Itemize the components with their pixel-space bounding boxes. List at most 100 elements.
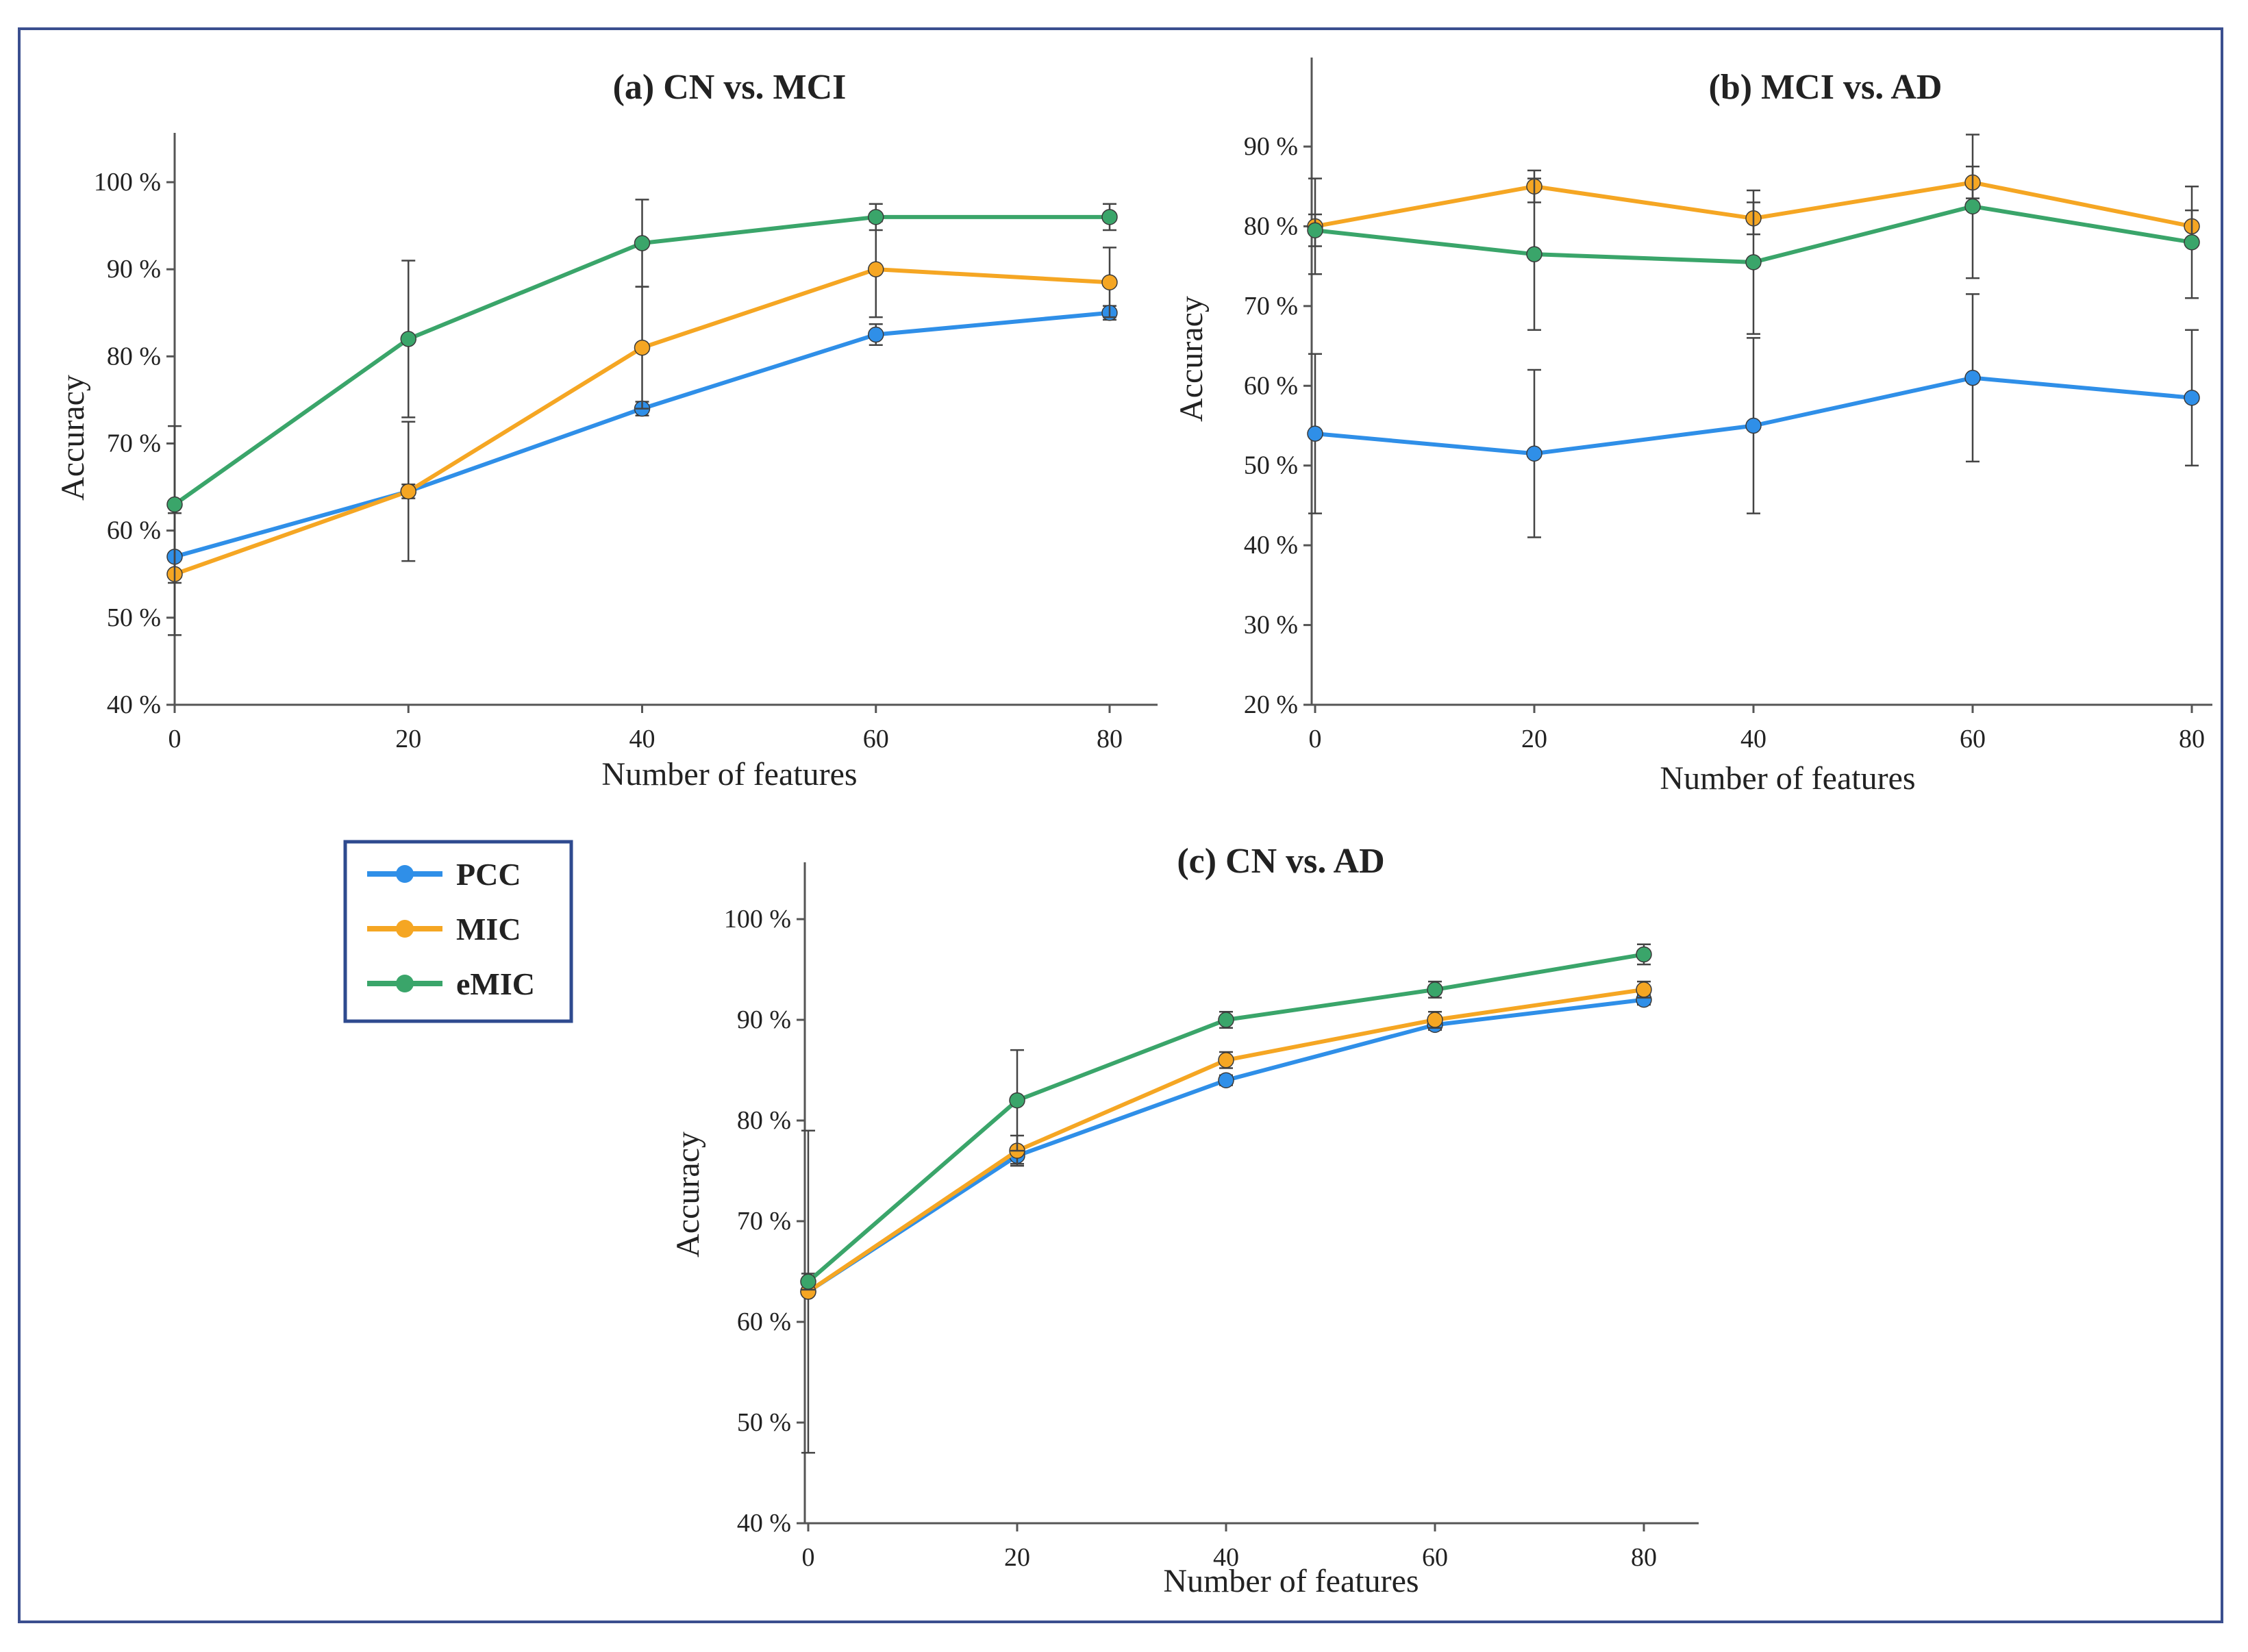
x-tick-label: 80 xyxy=(1097,725,1123,753)
series-emic xyxy=(800,943,1652,1291)
data-point xyxy=(634,235,651,251)
data-point xyxy=(1636,981,1652,998)
x-tick-label: 40 xyxy=(629,725,655,753)
y-tick-label: 60 % xyxy=(1244,371,1298,400)
data-point xyxy=(1636,946,1652,963)
y-tick-label: 70 % xyxy=(107,429,161,458)
x-tick-label: 0 xyxy=(1309,725,1322,753)
data-point xyxy=(1526,445,1543,462)
data-point xyxy=(1307,425,1323,442)
x-tick-label: 0 xyxy=(802,1543,815,1572)
x-axis-label: Number of features xyxy=(1660,760,1915,797)
legend-marker xyxy=(396,865,414,883)
figure-frame: (a) CN vs. MCI Number of features Accura… xyxy=(18,27,2223,1623)
y-tick-label: 50 % xyxy=(1244,451,1298,480)
legend-item-emic: eMIC xyxy=(367,966,535,1001)
legend-label: PCC xyxy=(456,857,521,892)
x-tick-label: 80 xyxy=(1631,1543,1657,1572)
legend: PCC MIC eMIC xyxy=(343,840,573,1023)
data-point xyxy=(1218,1012,1234,1028)
data-point xyxy=(2184,390,2200,406)
legend-label: MIC xyxy=(456,912,521,947)
x-tick-label: 20 xyxy=(1004,1543,1030,1572)
data-point xyxy=(1307,222,1323,238)
legend-item-mic: MIC xyxy=(367,912,521,947)
y-tick-label: 60 % xyxy=(107,516,161,545)
chart-cn-vs-ad: (c) CN vs. AD Number of features Accurac… xyxy=(670,842,1699,1599)
y-tick-label: 20 % xyxy=(1244,690,1298,719)
series-pcc xyxy=(800,991,1652,1300)
data-point xyxy=(400,331,416,347)
chart-title: (c) CN vs. AD xyxy=(1177,842,1384,881)
y-tick-label: 30 % xyxy=(1244,611,1298,640)
series-line xyxy=(807,952,1645,1284)
x-axis-label: Number of features xyxy=(601,756,857,792)
data-point xyxy=(1964,369,1981,386)
y-tick-label: 40 % xyxy=(1244,531,1298,560)
y-tick-label: 80 % xyxy=(737,1106,791,1135)
series-mic xyxy=(800,980,1652,1454)
data-point xyxy=(868,261,884,277)
series-emic xyxy=(166,199,1118,584)
y-tick-label: 90 % xyxy=(737,1005,791,1034)
chart-cn-vs-mci: (a) CN vs. MCI Number of features Accura… xyxy=(55,68,1158,792)
series-line xyxy=(807,987,1645,1294)
data-point xyxy=(1427,1012,1443,1028)
y-tick-label: 40 % xyxy=(737,1509,791,1538)
y-axis-label: Accuracy xyxy=(1173,296,1210,422)
x-tick-label: 40 xyxy=(1740,725,1766,753)
legend-marker xyxy=(396,920,414,938)
y-tick-label: 100 % xyxy=(94,168,161,197)
series-pcc xyxy=(1307,293,2200,538)
data-point xyxy=(166,496,183,513)
data-point xyxy=(400,483,416,500)
series-emic xyxy=(1307,134,2200,335)
data-point xyxy=(800,1273,816,1290)
y-tick-label: 40 % xyxy=(107,690,161,719)
y-axis-label: Accuracy xyxy=(55,375,91,501)
data-point xyxy=(1745,254,1762,271)
x-tick-label: 40 xyxy=(1213,1543,1239,1572)
y-tick-label: 100 % xyxy=(724,905,791,934)
data-point xyxy=(634,339,651,356)
chart-mci-vs-ad: (b) MCI vs. AD Number of features Accura… xyxy=(1173,58,2212,797)
legend-item-pcc: PCC xyxy=(367,857,521,892)
data-point xyxy=(1964,198,1981,215)
series-mic xyxy=(166,220,1118,636)
y-tick-label: 80 % xyxy=(107,342,161,371)
x-tick-label: 60 xyxy=(1960,725,1986,753)
x-tick-label: 20 xyxy=(1521,725,1547,753)
y-tick-label: 90 % xyxy=(107,255,161,284)
x-tick-label: 60 xyxy=(863,725,889,753)
legend-marker xyxy=(396,975,414,992)
y-axis-label: Accuracy xyxy=(670,1131,706,1257)
data-point xyxy=(1009,1092,1025,1109)
data-point xyxy=(1427,981,1443,998)
x-tick-label: 0 xyxy=(168,725,182,753)
data-point xyxy=(1526,246,1543,262)
x-tick-label: 20 xyxy=(395,725,421,753)
figure-canvas: (a) CN vs. MCI Number of features Accura… xyxy=(55,58,2212,1599)
legend-label: eMIC xyxy=(456,966,535,1001)
data-point xyxy=(1218,1052,1234,1068)
y-tick-label: 50 % xyxy=(737,1408,791,1437)
data-point xyxy=(2184,234,2200,251)
data-point xyxy=(1218,1072,1234,1088)
y-tick-label: 70 % xyxy=(1244,292,1298,321)
x-tick-label: 80 xyxy=(2179,725,2205,753)
chart-title: (a) CN vs. MCI xyxy=(613,68,847,107)
data-point xyxy=(868,209,884,225)
data-point xyxy=(1745,417,1762,434)
y-tick-label: 70 % xyxy=(737,1207,791,1236)
data-point xyxy=(1101,209,1118,225)
chart-title: (b) MCI vs. AD xyxy=(1709,68,1943,107)
x-tick-label: 60 xyxy=(1422,1543,1448,1572)
y-tick-label: 60 % xyxy=(737,1307,791,1336)
y-tick-label: 80 % xyxy=(1244,212,1298,240)
series-line xyxy=(807,997,1645,1294)
data-point xyxy=(868,326,884,343)
y-tick-label: 50 % xyxy=(107,603,161,632)
y-tick-label: 90 % xyxy=(1244,132,1298,161)
data-point xyxy=(1101,274,1118,290)
x-axis-label: Number of features xyxy=(1163,1563,1419,1599)
